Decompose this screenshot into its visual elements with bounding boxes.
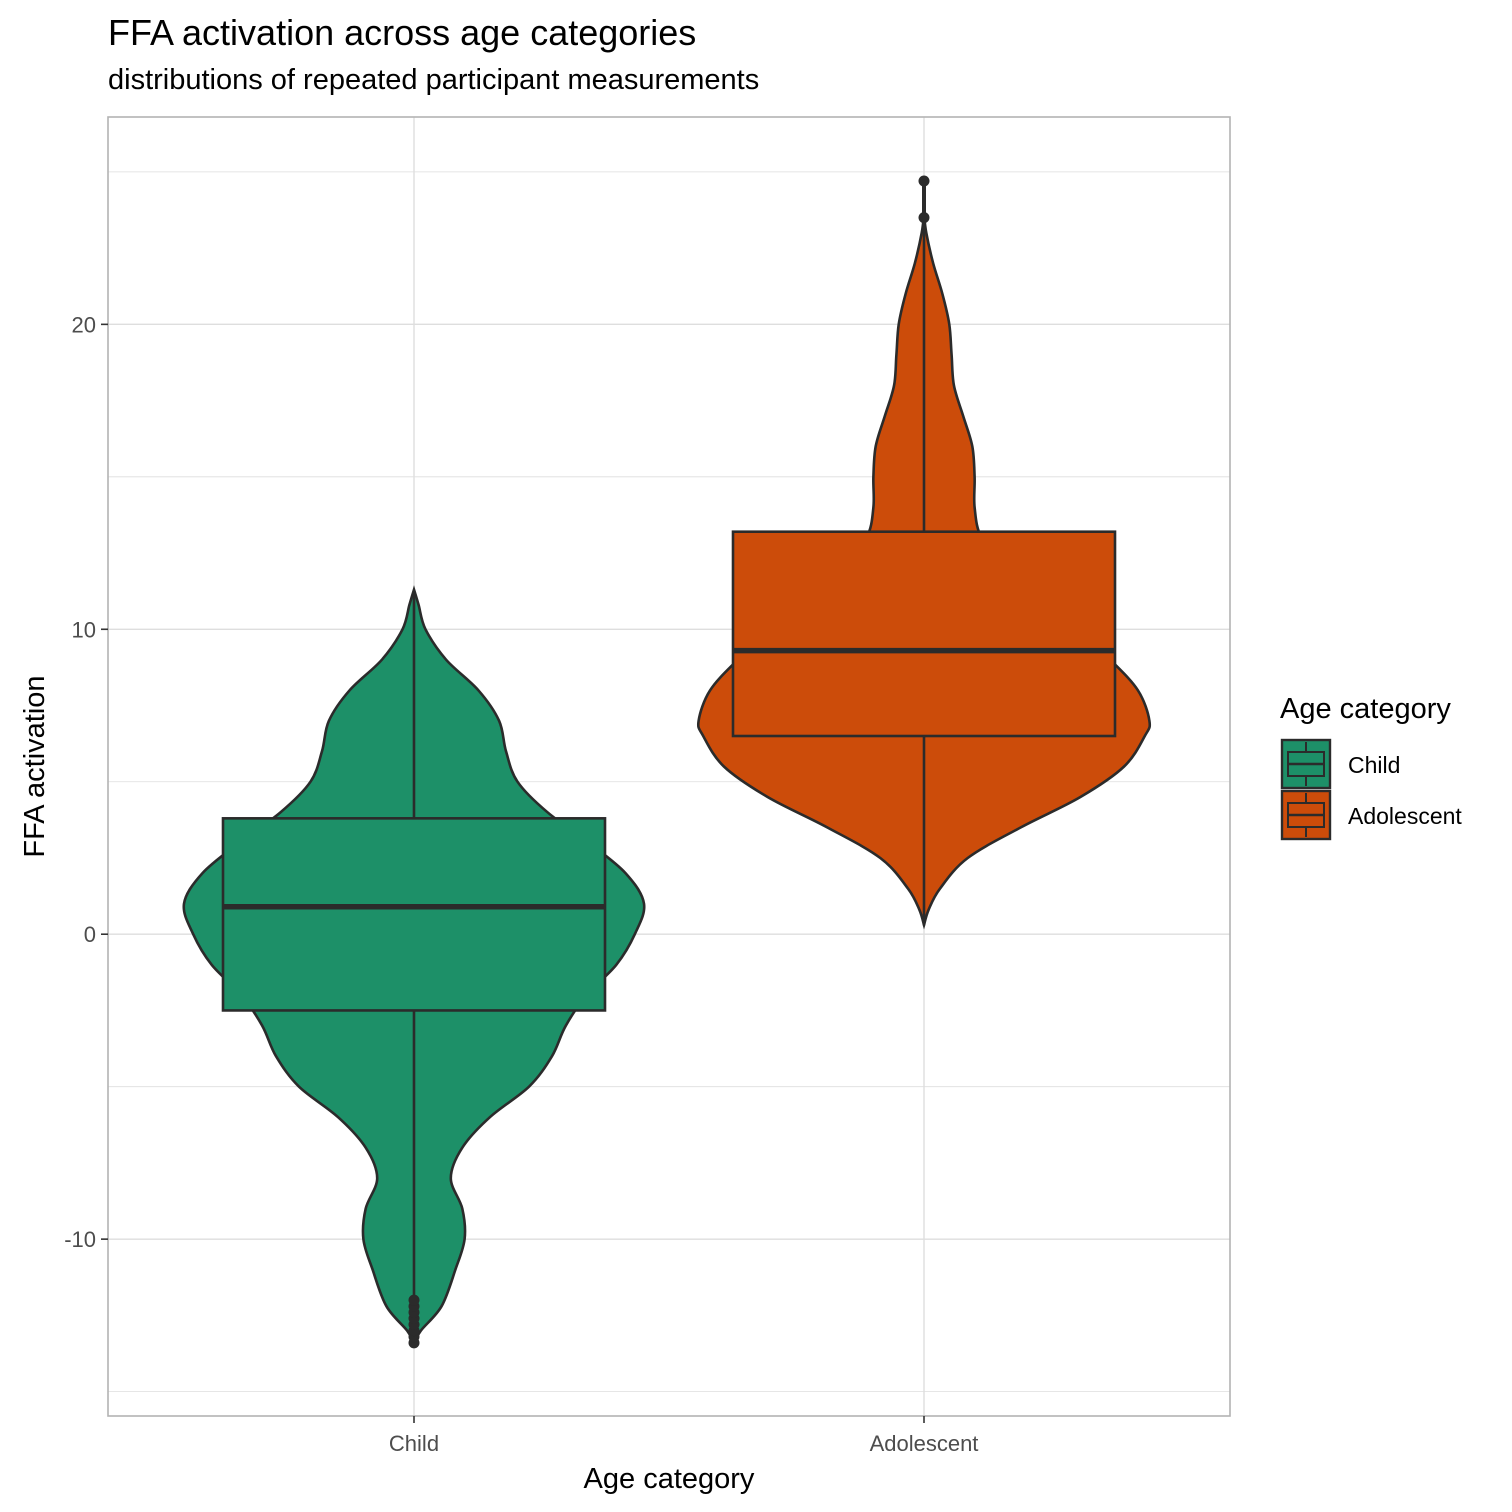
chart-subtitle: distributions of repeated participant me… (108, 64, 760, 96)
outlier-point (408, 1294, 420, 1306)
legend-title: Age category (1280, 693, 1451, 725)
legend-label: Adolescent (1348, 803, 1462, 829)
legend-item-adolescent: Adolescent (1280, 789, 1462, 841)
box-adolescent (731, 530, 1117, 738)
panel-border (107, 116, 1231, 1417)
x-axis-title: Age category (584, 1463, 755, 1495)
y-tick-label: 20 (72, 312, 96, 337)
outlier-point (918, 175, 930, 187)
axes: -10 0 10 20 Child Adolescent (64, 312, 978, 1456)
x-tick-label: Child (389, 1431, 439, 1456)
legend: Age category Child Adolescent (1280, 693, 1462, 841)
outlier-point (918, 212, 930, 224)
y-tick-label: 10 (72, 617, 96, 642)
legend-items: Child Adolescent (1280, 738, 1462, 841)
chart-title: FFA activation across age categories (108, 12, 697, 53)
legend-item-child: Child (1280, 738, 1400, 790)
y-tick-label: 0 (84, 922, 96, 947)
x-tick-label: Adolescent (870, 1431, 979, 1456)
legend-label: Child (1348, 752, 1400, 778)
y-tick-label: -10 (64, 1227, 96, 1252)
y-axis-title: FFA activation (19, 675, 51, 857)
box-child (221, 817, 607, 1012)
plot-marks (182, 175, 1152, 1349)
